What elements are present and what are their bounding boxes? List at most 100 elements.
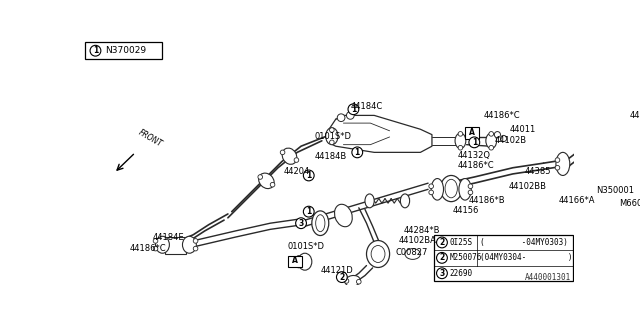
Ellipse shape [335, 204, 352, 227]
Text: 44186*B: 44186*B [468, 196, 505, 204]
Ellipse shape [298, 253, 312, 270]
Text: 44102BB: 44102BB [509, 182, 547, 191]
Text: 44166*A: 44166*A [559, 196, 595, 204]
Circle shape [337, 272, 348, 283]
Text: 0101S*D: 0101S*D [314, 132, 351, 141]
Circle shape [153, 239, 158, 243]
Text: 44204: 44204 [284, 167, 310, 176]
Ellipse shape [182, 236, 196, 253]
Circle shape [296, 263, 301, 268]
Circle shape [330, 128, 334, 132]
Bar [86, 42, 163, 59]
Text: A440001301: A440001301 [525, 273, 572, 282]
Circle shape [607, 200, 619, 212]
Circle shape [193, 239, 198, 243]
Circle shape [330, 140, 334, 145]
Text: 22690: 22690 [450, 269, 473, 278]
Text: C00827: C00827 [396, 248, 428, 257]
Circle shape [356, 279, 361, 284]
Ellipse shape [345, 276, 360, 286]
Circle shape [429, 190, 433, 195]
Text: 44102B: 44102B [494, 136, 527, 145]
Circle shape [294, 158, 299, 162]
Text: 0101S*D: 0101S*D [288, 242, 325, 251]
Circle shape [193, 246, 198, 251]
Text: (        -04MY0303): ( -04MY0303) [481, 238, 568, 247]
Ellipse shape [556, 152, 570, 175]
Ellipse shape [401, 194, 410, 208]
Ellipse shape [326, 128, 338, 145]
Text: 44156: 44156 [452, 206, 479, 215]
Text: 2: 2 [339, 273, 344, 282]
Bar [435, 235, 573, 281]
Ellipse shape [459, 179, 471, 200]
Circle shape [258, 175, 262, 179]
Text: 44184B: 44184B [315, 152, 347, 161]
Ellipse shape [445, 179, 458, 198]
Ellipse shape [596, 100, 614, 169]
Circle shape [585, 153, 595, 162]
Ellipse shape [367, 241, 390, 268]
Text: 0I25S: 0I25S [450, 238, 473, 247]
Circle shape [296, 218, 307, 228]
Ellipse shape [259, 173, 274, 188]
Text: 44385: 44385 [524, 167, 551, 176]
Circle shape [555, 165, 560, 170]
Circle shape [458, 132, 463, 136]
Circle shape [429, 184, 433, 188]
Circle shape [582, 186, 595, 198]
Ellipse shape [282, 148, 297, 164]
Text: A: A [292, 256, 298, 265]
Text: 2: 2 [439, 253, 445, 262]
Circle shape [344, 279, 349, 283]
Text: 3: 3 [298, 219, 303, 228]
Ellipse shape [486, 133, 497, 148]
Circle shape [436, 268, 447, 279]
Circle shape [468, 184, 473, 188]
Ellipse shape [431, 179, 444, 200]
Text: 44186*C: 44186*C [129, 244, 166, 253]
Circle shape [468, 190, 473, 195]
Ellipse shape [405, 249, 420, 260]
Circle shape [458, 145, 463, 150]
Text: M660014: M660014 [619, 199, 640, 208]
Text: 44300: 44300 [630, 111, 640, 120]
Text: N350001: N350001 [596, 186, 634, 195]
Text: 44184E: 44184E [152, 233, 184, 242]
Text: 1: 1 [93, 46, 98, 55]
Circle shape [494, 132, 500, 138]
Ellipse shape [156, 236, 170, 253]
Text: A: A [469, 128, 475, 137]
Text: 1: 1 [355, 148, 360, 157]
Circle shape [280, 150, 285, 155]
Text: 44186*C: 44186*C [484, 111, 520, 120]
Ellipse shape [365, 194, 374, 208]
Ellipse shape [440, 175, 462, 202]
Circle shape [352, 147, 363, 158]
Circle shape [585, 189, 591, 196]
Bar [288, 256, 302, 267]
Circle shape [436, 252, 447, 263]
Text: 44121D: 44121D [320, 267, 353, 276]
Text: 1: 1 [351, 105, 356, 114]
Text: 44132Q: 44132Q [458, 151, 490, 160]
Circle shape [469, 137, 480, 148]
Bar [164, 237, 186, 254]
Text: N370029: N370029 [105, 46, 146, 55]
Text: 44011: 44011 [509, 125, 536, 134]
Circle shape [348, 104, 359, 115]
Circle shape [346, 112, 354, 119]
Text: 44186*C: 44186*C [458, 161, 494, 170]
Bar [465, 127, 479, 139]
Text: 2: 2 [439, 238, 445, 247]
Circle shape [489, 132, 493, 136]
Text: 44102BA: 44102BA [399, 236, 436, 245]
Bar [605, 100, 640, 169]
Circle shape [90, 45, 101, 56]
Text: FRONT: FRONT [137, 128, 164, 148]
Text: (04MY0304-         ): (04MY0304- ) [481, 253, 573, 262]
Circle shape [555, 158, 560, 162]
Text: 44184C: 44184C [351, 102, 383, 111]
Circle shape [153, 246, 158, 251]
Text: 1: 1 [306, 171, 312, 180]
